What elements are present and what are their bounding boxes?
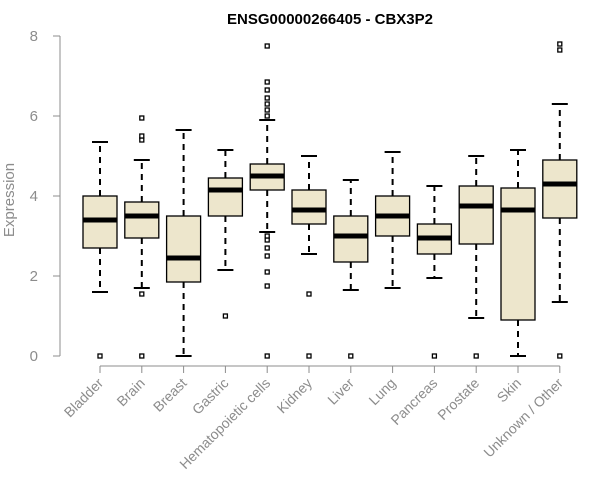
y-tick-label: 4 bbox=[30, 188, 38, 205]
outlier-point bbox=[264, 245, 270, 251]
box-group bbox=[333, 179, 369, 359]
outlier-point bbox=[557, 41, 563, 47]
box-group bbox=[374, 151, 411, 289]
x-tick-label: Kidney bbox=[274, 375, 316, 417]
box-group bbox=[416, 185, 453, 359]
x-tick-label: Liver bbox=[324, 375, 357, 408]
plot-area bbox=[82, 41, 578, 359]
outlier-point bbox=[97, 353, 103, 359]
x-tick-label: Lung bbox=[365, 375, 398, 408]
y-axis-label: Expression bbox=[1, 163, 18, 237]
outlier-point bbox=[264, 353, 270, 359]
box-iqr bbox=[333, 215, 369, 263]
outlier-point bbox=[264, 253, 270, 259]
box-group bbox=[249, 43, 285, 359]
box-group bbox=[165, 129, 202, 357]
x-tick-label: Unknown / Other bbox=[480, 375, 566, 461]
box-iqr bbox=[542, 159, 578, 219]
outlier-point bbox=[139, 133, 145, 139]
outlier-point bbox=[306, 353, 312, 359]
box-group bbox=[291, 155, 327, 359]
outlier-point bbox=[264, 107, 270, 113]
y-tick-label: 0 bbox=[30, 348, 38, 365]
outlier-point bbox=[264, 43, 270, 49]
outlier-point bbox=[264, 79, 270, 85]
y-tick-label: 8 bbox=[30, 28, 38, 45]
outlier-point bbox=[264, 95, 270, 101]
box-iqr bbox=[124, 201, 160, 239]
box-group bbox=[207, 149, 244, 319]
x-tick-label: Prostate bbox=[434, 375, 482, 423]
box-group bbox=[82, 141, 118, 359]
x-tick-label: Skin bbox=[494, 375, 525, 406]
box-group bbox=[542, 41, 578, 359]
outlier-point bbox=[222, 313, 229, 319]
outlier-point bbox=[264, 233, 270, 239]
box-iqr bbox=[458, 185, 494, 245]
outlier-point bbox=[264, 113, 270, 119]
outlier-point bbox=[264, 101, 270, 107]
outlier-point bbox=[557, 353, 563, 359]
box-iqr bbox=[207, 177, 244, 217]
outlier-point bbox=[306, 291, 312, 297]
outlier-point bbox=[139, 291, 145, 297]
box-group bbox=[458, 155, 494, 359]
y-tick-label: 2 bbox=[30, 268, 38, 285]
y-axis: 0 2 4 6 8 bbox=[30, 28, 61, 365]
x-tick-label: Bladder bbox=[61, 375, 107, 421]
x-tick-label: Breast bbox=[150, 375, 190, 415]
box-group bbox=[124, 115, 160, 359]
outlier-point bbox=[473, 353, 479, 359]
outlier-point bbox=[431, 353, 438, 359]
x-tick-label: Brain bbox=[113, 375, 147, 409]
outlier-point bbox=[348, 353, 354, 359]
box-iqr bbox=[291, 189, 327, 225]
outlier-point bbox=[139, 115, 145, 121]
outlier-point bbox=[139, 353, 145, 359]
outlier-point bbox=[264, 283, 270, 289]
box-group bbox=[500, 149, 536, 357]
y-tick-label: 6 bbox=[30, 108, 38, 125]
chart-title: ENSG00000266405 - CBX3P2 bbox=[227, 11, 433, 28]
outlier-point bbox=[557, 47, 563, 53]
box-iqr bbox=[165, 215, 202, 283]
outlier-point bbox=[264, 87, 270, 93]
outlier-point bbox=[264, 269, 270, 275]
